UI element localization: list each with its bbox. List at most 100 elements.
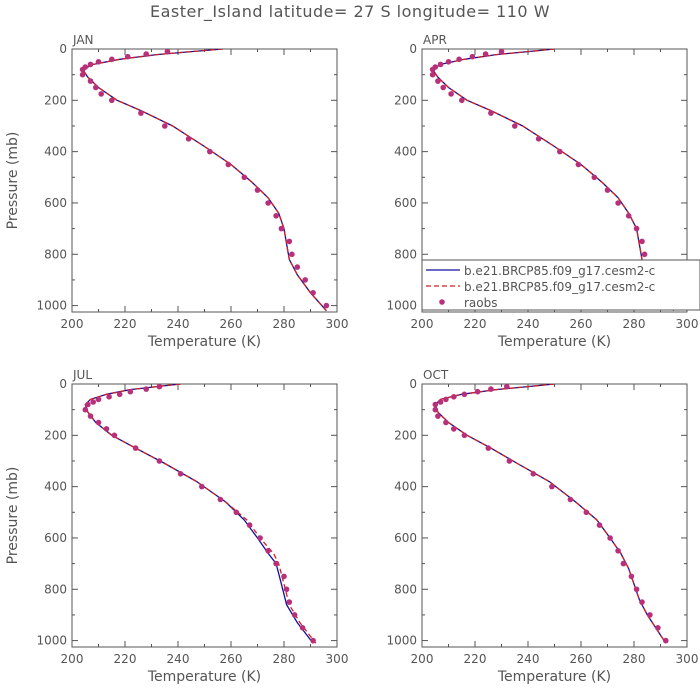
raobs-point (663, 637, 669, 644)
x-tick-label: 200 (411, 317, 434, 331)
raobs-point (79, 71, 86, 78)
raobs-point (482, 51, 489, 57)
raobs-point (504, 384, 510, 390)
raobs-point (254, 187, 261, 193)
x-tick-label: 260 (570, 652, 593, 666)
raobs-point (448, 91, 454, 97)
raobs-point (87, 413, 94, 419)
raobs-point (615, 548, 621, 554)
raobs-point (620, 560, 627, 567)
y-tick-label: 200 (44, 428, 67, 442)
raobs-point (85, 401, 91, 408)
raobs-point (233, 509, 240, 516)
raobs-point (283, 586, 290, 593)
x-tick-label: 280 (273, 652, 296, 666)
raobs-point (278, 225, 285, 232)
x-tick-label: 260 (220, 652, 243, 666)
raobs-point (583, 509, 590, 516)
raobs-point (225, 161, 232, 168)
raobs-point (437, 61, 444, 68)
month-label: JAN (72, 33, 94, 47)
raobs-point (628, 573, 635, 580)
raobs-point (95, 419, 102, 426)
raobs-point (124, 53, 131, 60)
y-tick-label: 0 (59, 377, 67, 391)
plot-frame (71, 383, 338, 648)
x-tick-label: 260 (570, 317, 593, 331)
y-axis-label: Pressure (mb) (5, 132, 21, 230)
model2-line (434, 384, 667, 644)
y-tick-label: 600 (44, 196, 67, 210)
x-axis-label: Temperature (K) (497, 669, 611, 685)
raobs-point (461, 432, 468, 439)
model1-line (434, 384, 667, 644)
raobs-point (82, 406, 89, 413)
panel-jan: JAN 200 220 240 260 280 300 0 200 400 600 800 1000 Te… (5, 33, 348, 350)
raobs-point (647, 612, 653, 618)
x-tick-label: 240 (167, 652, 190, 666)
raobs-point (435, 78, 441, 84)
x-tick-label: 200 (411, 652, 434, 666)
raobs-point (281, 573, 287, 580)
raobs-point (443, 396, 449, 403)
raobs-point (87, 61, 94, 68)
raobs-point (87, 78, 94, 84)
panel-jul: JUL 200 220 240 260 280 300 0 200 400 600 800 1000 Te… (5, 368, 348, 685)
y-tick-label: 800 (394, 582, 417, 596)
raobs-point (506, 458, 513, 464)
raobs-point (429, 71, 436, 78)
raobs-point (498, 49, 505, 55)
x-tick-label: 260 (220, 317, 243, 331)
raobs-point (185, 136, 192, 142)
legend-label: raobs (464, 296, 498, 310)
y-tick-label: 600 (394, 196, 417, 210)
raobs-point (132, 445, 139, 451)
panel-apr: APR 200 220 240 260 280 300 0 200 400 600 800 1000 Te… (386, 33, 698, 350)
raobs-point (138, 110, 144, 116)
model1-line (84, 384, 314, 644)
month-label: OCT (423, 368, 449, 382)
raobs-point (156, 384, 163, 390)
raobs-point (461, 391, 468, 398)
series-group (432, 384, 669, 644)
raobs-point (103, 426, 110, 432)
month-label: JUL (72, 368, 92, 382)
raobs-point (164, 49, 171, 55)
raobs-point (474, 388, 481, 395)
raobs-point (310, 290, 316, 296)
raobs-point (79, 66, 86, 73)
raobs-point (265, 548, 271, 554)
panel-oct: OCT 200 220 240 260 280 300 0 200 400 600 800 1000 Te… (386, 368, 698, 685)
raobs-point (156, 458, 163, 464)
model1-line (81, 49, 327, 312)
raobs-point (607, 535, 613, 541)
series-group (429, 49, 677, 312)
series-group (82, 384, 317, 644)
raobs-point (485, 445, 492, 451)
raobs-point (591, 174, 598, 181)
raobs-point (625, 213, 632, 219)
raobs-point (162, 123, 168, 129)
raobs-point (445, 59, 452, 65)
raobs-point (143, 51, 149, 57)
raobs-point (90, 399, 96, 405)
y-tick-label: 400 (394, 480, 417, 494)
x-axis-label: Temperature (K) (147, 334, 261, 350)
raobs-point (549, 483, 555, 490)
y-tick-label: 1000 (36, 299, 67, 313)
raobs-point (246, 522, 253, 528)
raobs-point (323, 302, 330, 309)
x-tick-label: 280 (623, 652, 646, 666)
series-group (79, 49, 330, 312)
y-tick-label: 200 (44, 93, 67, 107)
raobs-point (604, 187, 611, 193)
raobs-point (615, 200, 621, 206)
x-tick-label: 200 (61, 652, 84, 666)
raobs-point (639, 238, 645, 245)
raobs-point (435, 413, 441, 419)
y-tick-label: 400 (44, 480, 67, 494)
raobs-point (217, 496, 224, 503)
raobs-point (440, 84, 447, 91)
y-tick-label: 800 (44, 247, 67, 261)
